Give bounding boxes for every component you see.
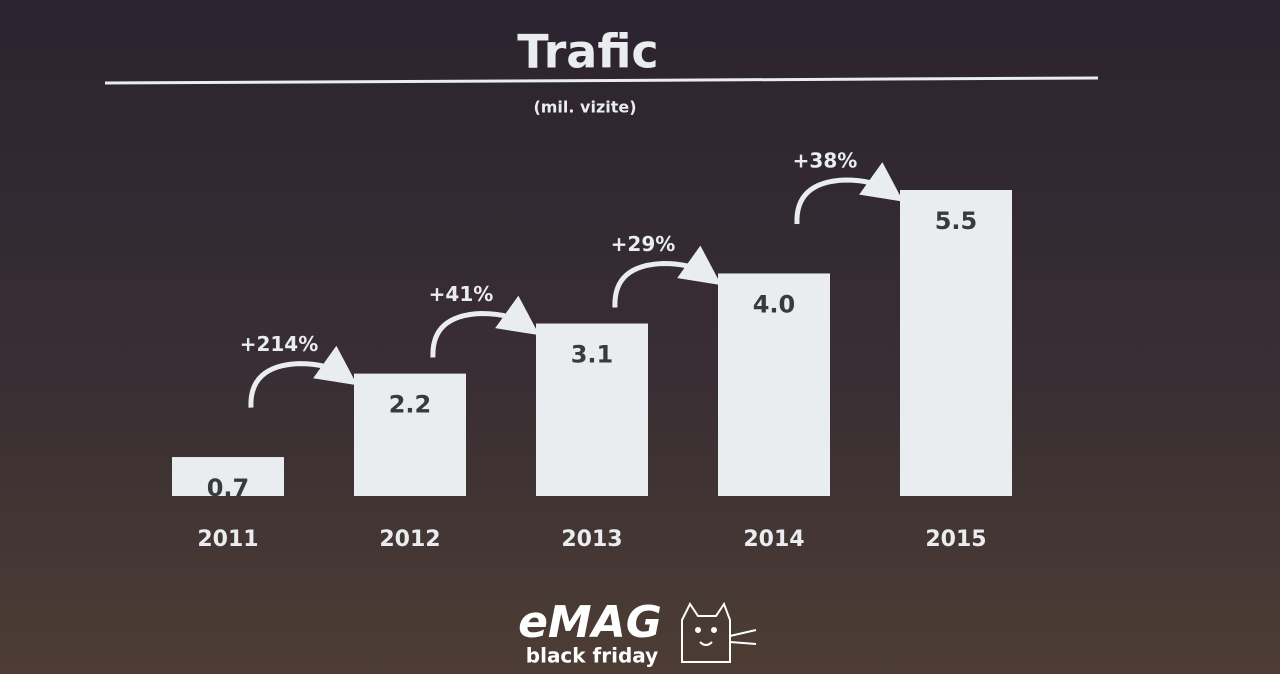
x-tick-label: 2011 [197, 527, 258, 552]
value-label: 3.1 [571, 341, 614, 369]
chart-title: Trafic [517, 25, 658, 79]
value-label: 2.2 [389, 391, 432, 419]
bar [354, 373, 466, 496]
x-tick-label: 2012 [379, 527, 440, 552]
bar [900, 190, 1012, 496]
growth-arrow [612, 245, 722, 308]
bar [718, 273, 830, 496]
value-label: 0.7 [207, 474, 250, 502]
bar [172, 457, 284, 496]
growth-label: +214% [240, 332, 319, 356]
value-label: 5.5 [935, 207, 978, 235]
x-tick-label: 2014 [743, 527, 804, 552]
growth-arrow [794, 162, 904, 225]
logo-cat [681, 601, 757, 663]
growth-arrow [430, 295, 540, 358]
growth-label: +38% [793, 149, 858, 173]
growth-arrow [248, 345, 358, 408]
growth-label: +29% [611, 232, 676, 256]
growth-label: +41% [429, 282, 494, 306]
logo-tagline: black friday [526, 644, 658, 668]
title-rule [104, 76, 1099, 85]
value-label: 4.0 [753, 290, 796, 318]
bar [536, 323, 648, 496]
chart-subtitle: (mil. vizite) [533, 98, 636, 117]
x-tick-label: 2013 [561, 527, 622, 552]
logo-name: eMAG [518, 597, 662, 648]
x-tick-label: 2015 [925, 527, 986, 552]
